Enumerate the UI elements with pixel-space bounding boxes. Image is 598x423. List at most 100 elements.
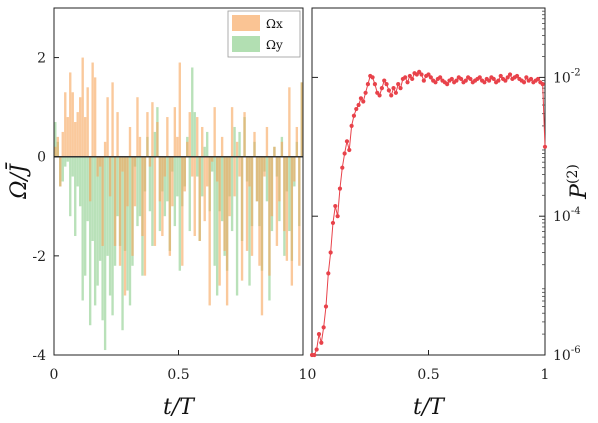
p2-data-point bbox=[498, 73, 503, 79]
p2-data-point bbox=[505, 75, 510, 80]
omega-x-bar bbox=[208, 156, 211, 306]
omega-y-bar bbox=[71, 156, 74, 177]
omega-x-bar bbox=[178, 62, 181, 157]
omega-y-bar bbox=[84, 156, 87, 276]
p2-data-point bbox=[314, 347, 319, 352]
omega-y-bar bbox=[230, 156, 234, 232]
p2-data-point bbox=[372, 82, 378, 87]
omega-x-bar bbox=[215, 156, 219, 182]
p2-data-point bbox=[426, 72, 431, 77]
omega-x-bar bbox=[121, 156, 124, 172]
omega-x-bar bbox=[191, 156, 194, 177]
omega-x-bar bbox=[163, 156, 167, 177]
omega-x-bar bbox=[71, 92, 74, 157]
p2-data-point bbox=[398, 86, 403, 91]
omega-x-bar bbox=[255, 156, 259, 202]
omega-x-bar bbox=[201, 126, 204, 157]
omega-y-bar bbox=[265, 156, 269, 202]
p2-data-point bbox=[384, 82, 389, 87]
omega-x-bar bbox=[106, 97, 109, 157]
omega-x-bar bbox=[280, 141, 284, 157]
p2-data-point bbox=[333, 203, 338, 209]
omega-y-bar bbox=[74, 156, 77, 237]
omega-x-bar bbox=[268, 156, 271, 276]
left-x-tick-label: 1 bbox=[299, 367, 308, 383]
p2-data-point bbox=[351, 113, 357, 118]
omega-x-bar bbox=[84, 117, 87, 157]
left-x-axis-label: t/T bbox=[163, 395, 196, 420]
omega-x-bar bbox=[56, 136, 59, 157]
omega-x-bar bbox=[248, 156, 251, 187]
p2-data-point bbox=[396, 82, 401, 87]
omega-y-bar bbox=[191, 67, 194, 157]
omega-x-bar bbox=[101, 156, 104, 246]
omega-x-bar bbox=[235, 141, 239, 157]
right-x-axis-label: t/T bbox=[413, 395, 446, 420]
omega-x-bar bbox=[295, 126, 299, 157]
omega-x-bar bbox=[171, 156, 174, 207]
omega-y-bar bbox=[76, 156, 79, 187]
omega-x-bar bbox=[113, 156, 117, 246]
p2-data-point bbox=[393, 90, 398, 95]
p2-data-point bbox=[361, 99, 366, 104]
omega-x-bar bbox=[186, 141, 189, 157]
omega-y-bar bbox=[220, 156, 224, 222]
omega-x-bar bbox=[278, 156, 281, 202]
p2-data-point bbox=[468, 76, 473, 82]
omega-x-bar bbox=[260, 156, 264, 316]
omega-y-bar bbox=[206, 131, 209, 157]
omega-y-bar bbox=[106, 156, 109, 256]
p2-data-point bbox=[349, 123, 354, 129]
omega-y-bar bbox=[116, 156, 119, 217]
omega-x-bar bbox=[54, 146, 57, 157]
omega-x-bar bbox=[206, 156, 209, 187]
p2-data-point bbox=[542, 144, 548, 149]
omega-x-bar bbox=[225, 156, 229, 306]
omega-y-bar bbox=[188, 156, 191, 232]
p2-data-point bbox=[421, 78, 426, 83]
omega-x-bar bbox=[210, 156, 214, 162]
p2-data-point bbox=[386, 88, 391, 93]
left-y-tick-label: 0 bbox=[37, 150, 46, 166]
p2-data-point bbox=[407, 73, 412, 79]
omega-y-bar bbox=[88, 156, 92, 326]
omega-y-bar bbox=[193, 112, 196, 157]
p2-data-point bbox=[379, 86, 384, 91]
omega-x-bar bbox=[181, 156, 184, 266]
p2-data-point bbox=[321, 325, 326, 330]
p2-data-point bbox=[363, 90, 368, 95]
omega-x-bar bbox=[196, 117, 199, 157]
omega-x-bar bbox=[126, 156, 129, 207]
omega-x-bar bbox=[148, 156, 152, 167]
legend-label-omega-y: Ωy bbox=[266, 38, 283, 52]
omega-y-bar bbox=[98, 156, 102, 261]
omega-y-bar bbox=[210, 156, 214, 172]
omega-x-bar bbox=[203, 156, 206, 222]
legend-swatch-omega-y bbox=[232, 36, 260, 52]
omega-x-bar bbox=[285, 156, 289, 261]
p2-data-point bbox=[503, 78, 508, 83]
p2-data-point bbox=[365, 82, 371, 87]
p2-data-point bbox=[347, 147, 352, 153]
right-y-tick-label: 10-4 bbox=[553, 206, 581, 225]
omega-y-bar bbox=[136, 156, 139, 227]
omega-y-bar bbox=[96, 156, 99, 286]
omega-x-bar bbox=[161, 156, 164, 237]
omega-x-bar bbox=[81, 57, 84, 157]
omega-x-bar bbox=[213, 107, 216, 157]
left-x-tick-label: 0 bbox=[50, 367, 59, 383]
omega-x-bar bbox=[79, 97, 82, 157]
omega-x-bar bbox=[250, 156, 254, 256]
omega-x-bar bbox=[220, 136, 224, 157]
p2-data-point bbox=[419, 72, 424, 77]
omega-y-bar bbox=[178, 156, 181, 271]
p2-data-point bbox=[354, 106, 359, 112]
omega-x-bar bbox=[103, 141, 107, 157]
p2-data-point bbox=[319, 340, 324, 345]
omega-x-bar bbox=[156, 122, 159, 157]
p2-data-point bbox=[410, 76, 415, 82]
omega-x-bar bbox=[118, 156, 122, 266]
omega-y-bar bbox=[153, 131, 157, 157]
omega-y-bar bbox=[61, 156, 64, 182]
p2-data-point bbox=[482, 80, 487, 85]
